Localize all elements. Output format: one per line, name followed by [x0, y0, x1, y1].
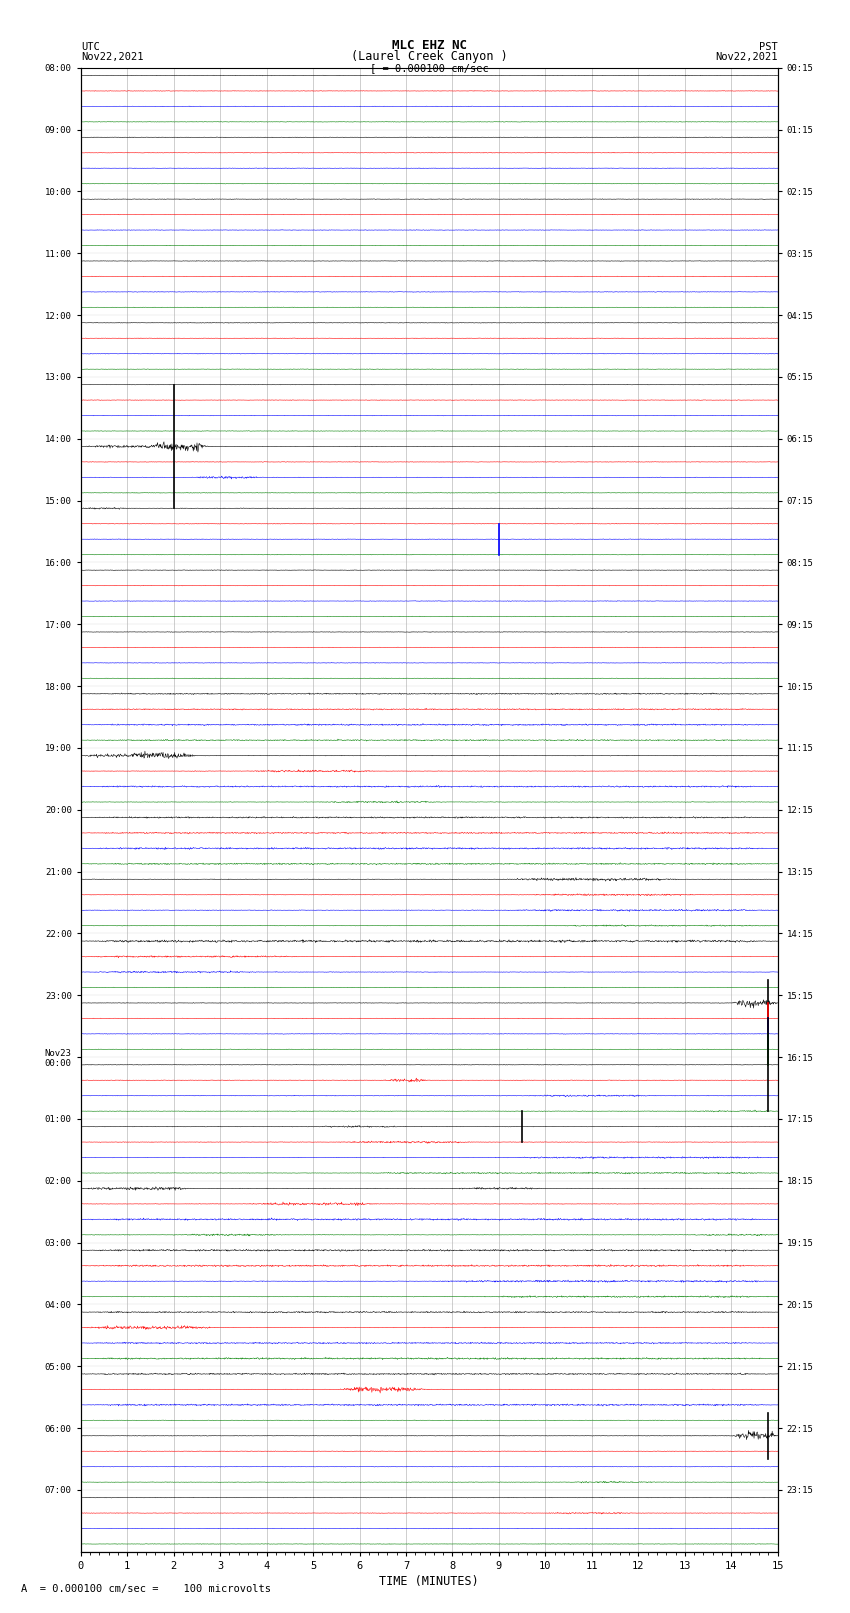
Text: [ = 0.000100 cm/sec: [ = 0.000100 cm/sec [370, 63, 489, 73]
X-axis label: TIME (MINUTES): TIME (MINUTES) [379, 1574, 479, 1587]
Text: Nov22,2021: Nov22,2021 [81, 52, 144, 63]
Text: (Laurel Creek Canyon ): (Laurel Creek Canyon ) [351, 50, 507, 63]
Text: Nov22,2021: Nov22,2021 [715, 52, 778, 63]
Text: A  = 0.000100 cm/sec =    100 microvolts: A = 0.000100 cm/sec = 100 microvolts [21, 1584, 271, 1594]
Text: PST: PST [759, 42, 778, 52]
Text: UTC: UTC [81, 42, 99, 52]
Text: MLC EHZ NC: MLC EHZ NC [392, 39, 467, 52]
